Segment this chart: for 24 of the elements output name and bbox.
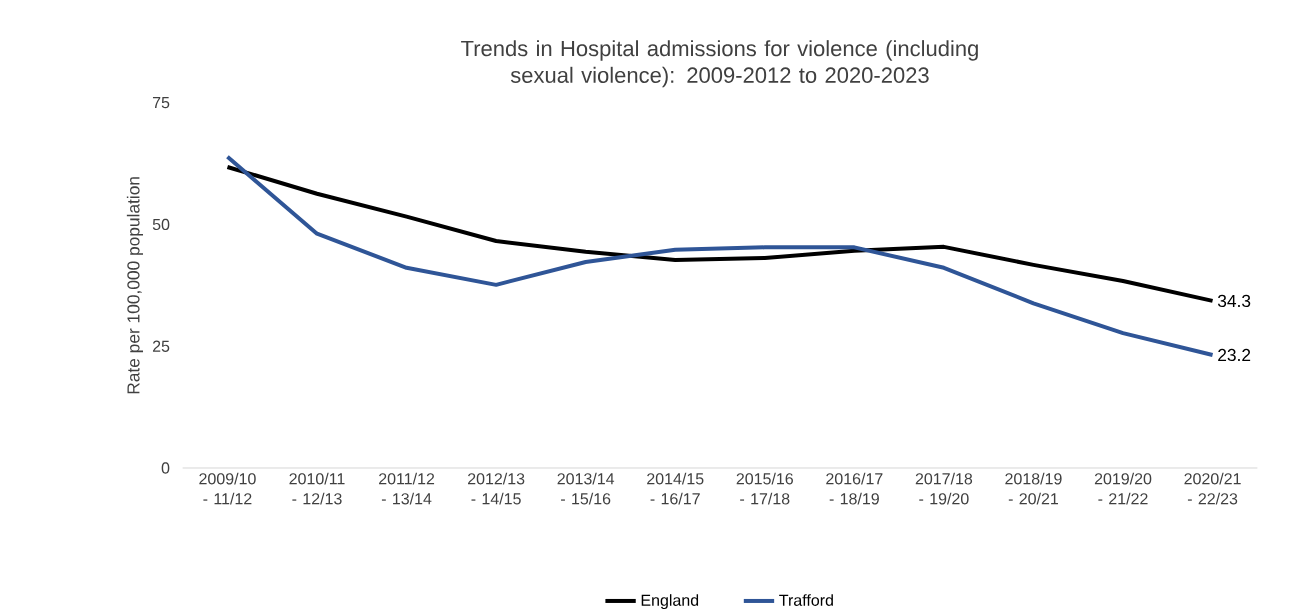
x-tick-label: 2012/13 - 14/15 (468, 472, 525, 505)
y-tick-label: 25 (152, 340, 170, 352)
line-series (225, 164, 1215, 303)
x-tick-label: 2019/20 - 21/22 (1094, 472, 1152, 505)
data-label: 23.2 (1218, 348, 1251, 362)
x-tick-label: 2018/19 - 20/21 (1005, 472, 1062, 505)
x-tick-label: 2015/16 - 17/18 (736, 472, 793, 505)
y-tick-label: 0 (161, 462, 170, 474)
x-tick-label: 2016/17 - 18/19 (826, 472, 883, 505)
legend-label: Trafford (779, 594, 833, 606)
x-tick-label: 2011/12 - 13/14 (379, 472, 435, 505)
x-tick-label: 2013/14 - 15/16 (557, 472, 615, 505)
data-label: 34.3 (1217, 294, 1251, 308)
x-tick-label: 2014/15 - 16/17 (647, 472, 704, 505)
line-series (225, 154, 1215, 357)
x-tick-label: 2017/18 - 19/20 (915, 472, 973, 505)
x-tick-label: 2020/21 - 22/23 (1184, 472, 1241, 505)
y-tick-label: 50 (152, 218, 170, 231)
x-tick-label: 2009/10 - 11/12 (199, 472, 256, 505)
y-axis-title: Rate per 100,000 population (126, 177, 144, 394)
legend-label: England (641, 594, 699, 610)
chart-title: Trends in Hospital admissions for violence (including sexual violence): 2009-2012 to 2020-2023 (461, 40, 978, 88)
x-tick-label: 2010/11 - 12/13 (289, 472, 345, 505)
y-tick-label: 75 (152, 97, 170, 109)
